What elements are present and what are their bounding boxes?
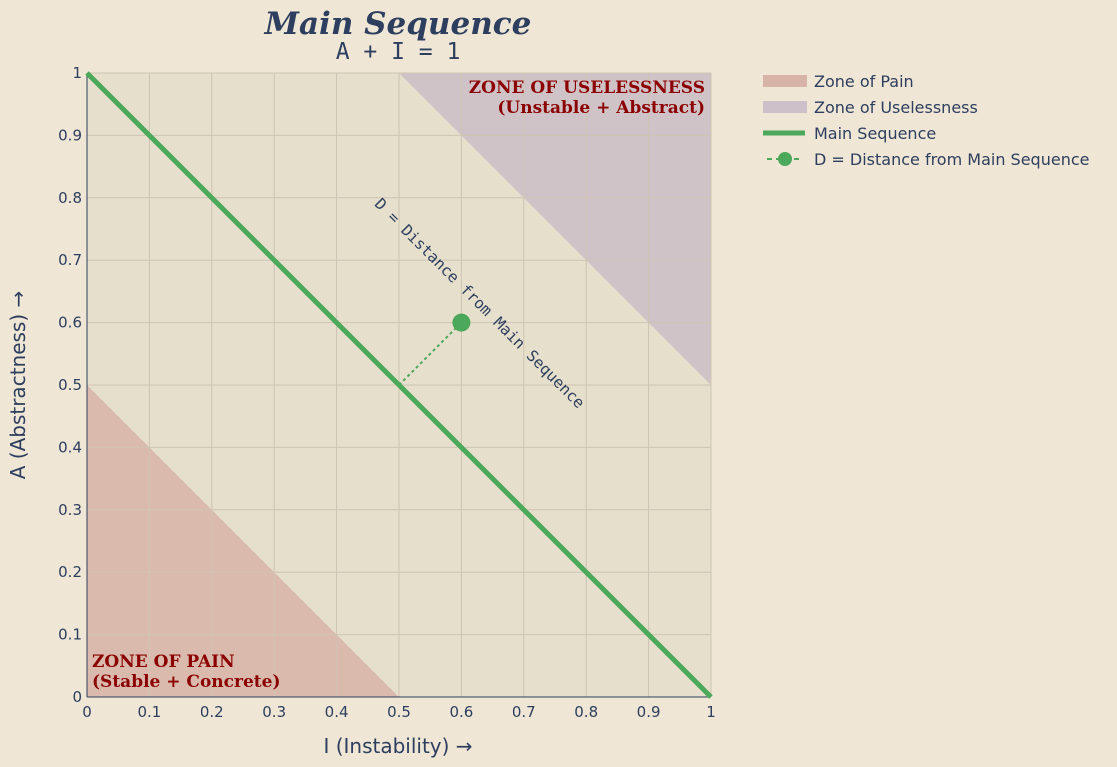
y-tick-label: 0.3 (58, 501, 82, 519)
legend-swatch-marker (778, 152, 792, 166)
x-tick-label: 0.9 (637, 703, 661, 721)
x-tick-label: 0.3 (262, 703, 286, 721)
x-axis-label: I (Instability) → (323, 734, 472, 758)
zone-of-pain-label: ZONE OF PAIN (92, 652, 235, 672)
x-tick-label: 0.7 (512, 703, 536, 721)
zone-of-uselessness-label: (Unstable + Abstract) (497, 98, 705, 118)
y-tick-label: 0.1 (58, 626, 82, 644)
legend-swatch (763, 75, 807, 87)
y-tick-label: 0.8 (58, 189, 82, 207)
legend-item-zone-of-pain: Zone of Pain (763, 72, 914, 91)
zone-labels-layer: ZONE OF PAIN(Stable + Concrete) ZONE OF U… (92, 78, 705, 692)
x-tick-label: 0 (82, 703, 92, 721)
legend-label: D = Distance from Main Sequence (814, 150, 1089, 169)
y-tick-label: 0.7 (58, 251, 82, 269)
x-tick-label: 1 (706, 703, 716, 721)
x-tick-label: 0.5 (387, 703, 411, 721)
y-tick-label: 1 (72, 64, 82, 82)
series-layer (85, 71, 713, 699)
zone-of-pain-area (87, 385, 399, 697)
y-tick-label: 0.6 (58, 314, 82, 332)
legend-label: Zone of Uselessness (814, 98, 978, 117)
zone-of-uselessness-area (399, 73, 711, 385)
legend-swatch (763, 101, 807, 113)
legend-label: Zone of Pain (814, 72, 914, 91)
axes-layer (86, 73, 711, 698)
chart-title: Main Sequence (264, 6, 532, 42)
chart-subtitle: A + I = 1 (336, 39, 461, 65)
y-tick-label: 0.9 (58, 126, 82, 144)
legend-item-distance: D = Distance from Main Sequence (767, 150, 1089, 169)
zone-of-pain-label: (Stable + Concrete) (92, 672, 281, 692)
x-tick-label: 0.1 (137, 703, 161, 721)
y-axis-label: A (Abstractness) → (6, 291, 30, 480)
legend-item-main-sequence: Main Sequence (763, 124, 936, 143)
x-tick-label: 0.8 (574, 703, 598, 721)
ticks-layer: 0 0.1 0.2 0.3 0.4 0.5 0.6 0.7 0.8 0.9 1 0 0.1 0.2 0.3 0… (58, 64, 716, 721)
y-tick-label: 0.4 (58, 438, 82, 456)
y-tick-label: 0 (72, 688, 82, 706)
zones-layer (87, 73, 711, 697)
y-tick-label: 0.2 (58, 563, 82, 581)
legend-label: Main Sequence (814, 124, 936, 143)
y-tick-label: 0.5 (58, 376, 82, 394)
legend-item-zone-of-uselessness: Zone of Uselessness (763, 98, 978, 117)
x-tick-label: 0.6 (449, 703, 473, 721)
legend: Zone of Pain Zone of Uselessness Main Sequ… (763, 72, 1089, 169)
x-tick-label: 0.2 (200, 703, 224, 721)
zone-of-uselessness-label: ZONE OF USELESSNESS (469, 78, 705, 98)
distance-point (452, 313, 471, 332)
distance-segment (398, 321, 463, 386)
x-tick-label: 0.4 (325, 703, 349, 721)
